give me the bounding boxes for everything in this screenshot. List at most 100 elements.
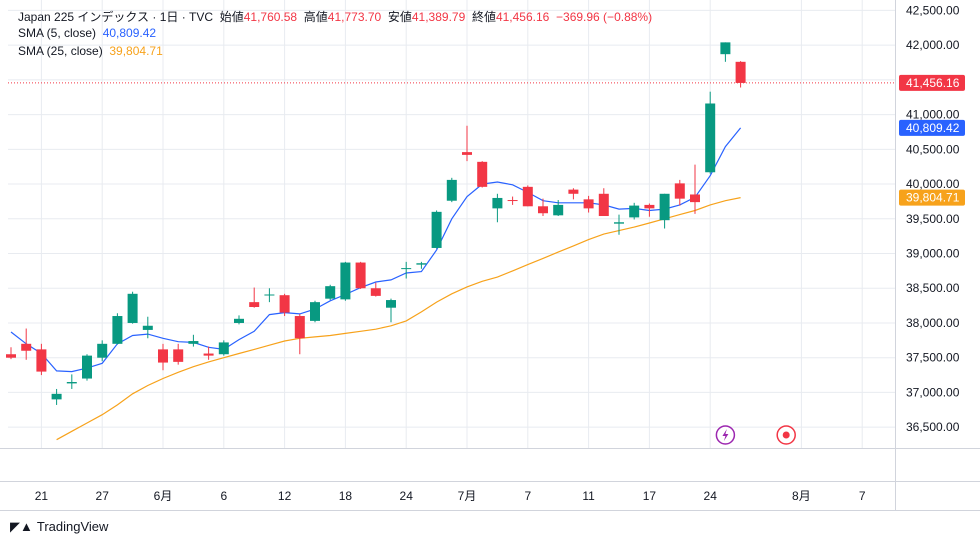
candle: [614, 214, 624, 235]
candle: [720, 42, 731, 62]
candle: [462, 125, 472, 162]
candle-body: [158, 349, 168, 363]
candle-body: [553, 204, 564, 216]
candle: [355, 261, 366, 289]
candle-body: [446, 179, 457, 201]
y-tick-label: 38,500.00: [906, 281, 960, 295]
sma5-price-tag-bg: [899, 119, 965, 136]
candle-body: [674, 183, 685, 199]
high-value: 41,773.70: [327, 10, 382, 24]
candle: [431, 210, 442, 249]
last-price-tag: 41,456.16: [906, 76, 960, 90]
open-value: 41,760.58: [243, 10, 298, 24]
candle: [386, 298, 396, 323]
candle-body: [218, 342, 229, 355]
candle: [264, 288, 275, 303]
x-tick-label: 6月: [154, 489, 173, 503]
candle: [82, 354, 92, 381]
candle: [279, 293, 290, 317]
candle: [568, 188, 579, 200]
candle-body: [431, 211, 442, 248]
sma25-label: SMA (25, close): [18, 44, 103, 58]
candle: [234, 315, 244, 325]
candle: [325, 284, 336, 301]
x-tick-label: 12: [278, 489, 292, 503]
candle-body: [629, 205, 640, 218]
y-tick-label: 37,000.00: [906, 385, 960, 399]
symbol-label[interactable]: Japan 225 インデックス · 1日 · TVC: [18, 10, 214, 24]
candle-body: [97, 343, 108, 358]
y-tick-label: 37,500.00: [906, 351, 960, 365]
tradingview-name: TradingView: [36, 519, 109, 534]
x-tick-label: 7: [859, 489, 866, 503]
record-event-icon[interactable]: [776, 425, 796, 445]
candle: [158, 343, 168, 371]
low-label: 安値: [387, 10, 412, 24]
candle-body: [522, 186, 533, 207]
lightning-event-icon[interactable]: [715, 425, 736, 445]
x-tick-label: 18: [339, 489, 353, 503]
candle-body: [690, 194, 700, 203]
candle-body: [416, 263, 427, 265]
candle-body: [203, 353, 214, 356]
candle: [127, 291, 138, 324]
candle-body: [173, 349, 184, 362]
candle: [416, 261, 427, 269]
low-value: 41,389.79: [411, 10, 466, 24]
x-tick-label: 8月: [792, 489, 811, 503]
legend-sma5[interactable]: SMA (5, close) 40,809.42: [18, 26, 156, 40]
candle-body: [51, 393, 62, 400]
x-tick-label: 21: [35, 489, 49, 503]
candle: [218, 340, 229, 356]
sma5-line: [10, 127, 742, 373]
tradingview-logo[interactable]: ◤▲ TradingView: [10, 519, 108, 535]
candle: [188, 334, 199, 347]
high-label: 高値: [303, 10, 328, 24]
candle: [583, 195, 594, 213]
last-price-tag-bg: [899, 74, 965, 91]
candle-body: [310, 302, 320, 321]
candle: [735, 61, 746, 88]
candle-body: [644, 204, 655, 209]
sma25-line: [56, 197, 741, 441]
candle: [112, 313, 123, 345]
candle: [522, 185, 533, 207]
candle: [477, 161, 488, 188]
candle: [173, 343, 184, 365]
y-tick-label: 40,000.00: [906, 177, 960, 191]
x-tick-label: 24: [400, 489, 414, 503]
close-value: 41,456.16: [495, 10, 550, 24]
candle: [294, 313, 305, 355]
candle-body: [659, 193, 670, 221]
candle-body: [568, 189, 579, 194]
candle-body: [598, 193, 609, 217]
legend-sma25[interactable]: SMA (25, close) 39,804.71: [18, 44, 163, 58]
candle-body: [264, 294, 275, 296]
x-tick-label: 7月: [458, 489, 477, 503]
candle-body: [66, 382, 77, 384]
close-label: 終値: [471, 10, 496, 24]
y-tick-label: 42,000.00: [906, 38, 960, 52]
candle-body: [82, 355, 92, 379]
candle: [51, 388, 62, 405]
candle-body: [279, 295, 290, 313]
sma5-value: 40,809.42: [102, 26, 157, 40]
x-tick-label: 11: [582, 489, 595, 503]
candle-body: [462, 152, 472, 155]
candle: [553, 200, 564, 217]
candle-body: [355, 262, 366, 289]
candle-body: [370, 288, 381, 296]
sma5-price-tag: 40,809.42: [906, 121, 960, 135]
candle-body: [477, 161, 488, 187]
candle-body: [720, 42, 731, 55]
candle: [36, 343, 47, 376]
candle-body: [507, 200, 518, 202]
candle-body: [401, 268, 412, 270]
candle: [6, 347, 16, 360]
candle: [21, 328, 32, 360]
candle-body: [538, 206, 548, 214]
record-dot: [782, 431, 790, 439]
y-tick-label: 39,000.00: [906, 247, 960, 261]
candle-body: [294, 316, 305, 339]
